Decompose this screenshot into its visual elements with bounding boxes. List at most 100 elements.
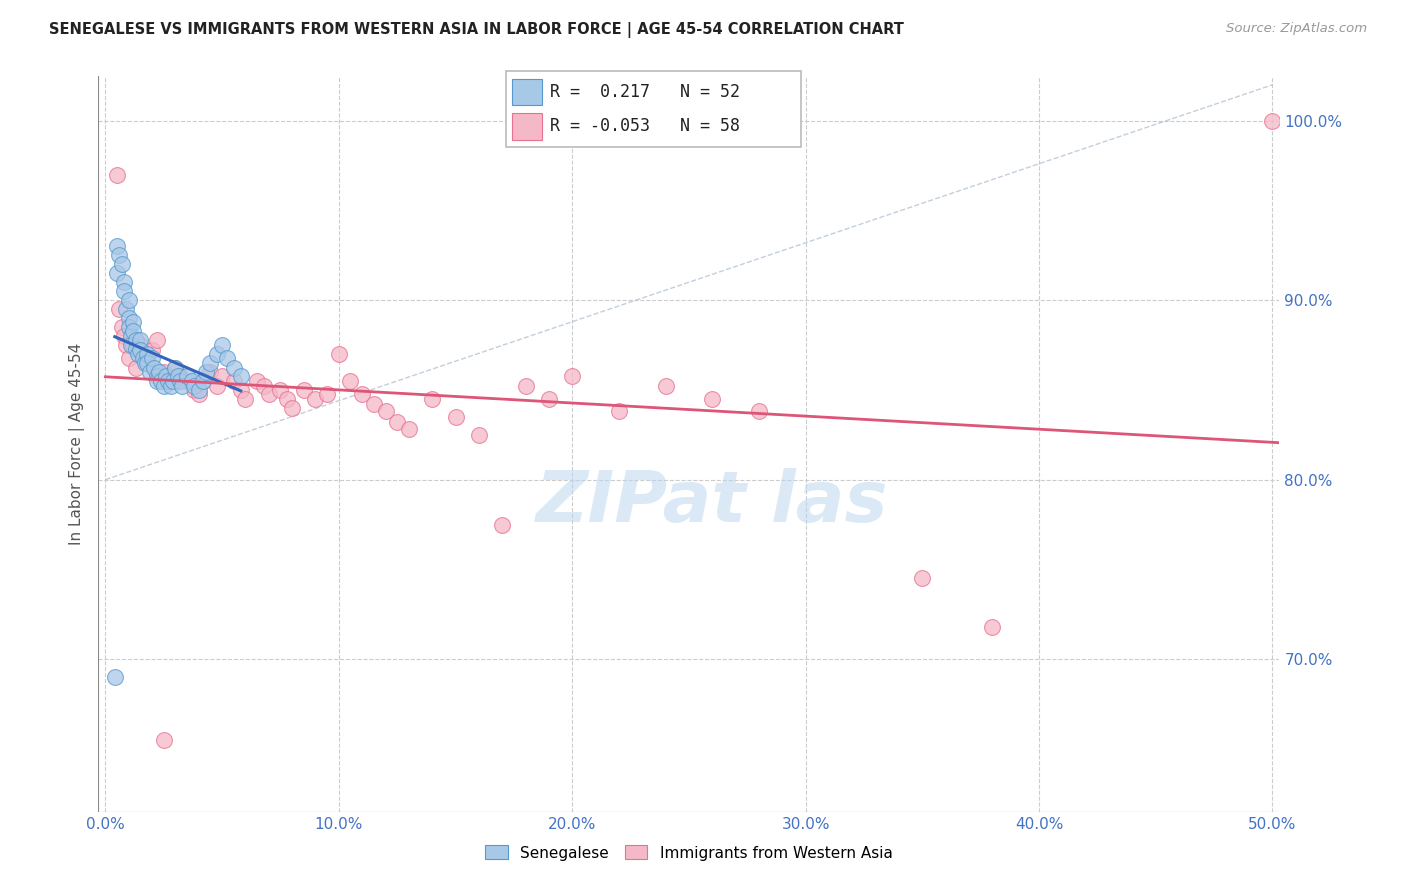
Point xyxy=(193,374,215,388)
Point xyxy=(180,374,202,388)
Point xyxy=(150,374,173,388)
Point xyxy=(143,361,166,376)
Point xyxy=(157,374,180,388)
Point xyxy=(129,343,152,358)
Point xyxy=(134,356,156,370)
Point xyxy=(1261,113,1284,128)
Point xyxy=(127,347,149,361)
Point xyxy=(292,383,315,397)
Point xyxy=(112,275,135,289)
Point xyxy=(132,351,155,365)
Point xyxy=(748,404,770,418)
Point xyxy=(246,374,269,388)
Point xyxy=(339,374,361,388)
Point xyxy=(444,409,467,424)
Point xyxy=(200,365,222,379)
Point xyxy=(146,368,169,383)
Point xyxy=(193,374,215,388)
Point xyxy=(911,571,934,585)
Point xyxy=(176,374,198,388)
Point xyxy=(257,386,280,401)
Point xyxy=(118,311,141,326)
Point xyxy=(111,320,134,334)
Point xyxy=(155,368,177,383)
Point xyxy=(152,379,174,393)
Point xyxy=(120,338,142,352)
Point xyxy=(120,329,142,343)
Point xyxy=(115,338,138,352)
Point xyxy=(141,351,163,365)
Point xyxy=(112,284,135,298)
Point xyxy=(146,374,169,388)
Point xyxy=(235,392,257,406)
Text: Source: ZipAtlas.com: Source: ZipAtlas.com xyxy=(1226,22,1367,36)
Point xyxy=(122,338,145,352)
Point xyxy=(122,324,145,338)
Point xyxy=(136,356,159,370)
Point xyxy=(129,333,152,347)
Point xyxy=(105,266,128,280)
Point xyxy=(702,392,724,406)
Point xyxy=(276,392,298,406)
Bar xyxy=(512,113,541,140)
Point xyxy=(654,379,676,393)
Point xyxy=(111,257,134,271)
Point xyxy=(269,383,291,397)
Point xyxy=(104,670,127,684)
Point xyxy=(152,733,174,747)
Point xyxy=(304,392,326,406)
Point xyxy=(316,386,339,401)
Point xyxy=(491,517,513,532)
Point xyxy=(981,620,1004,634)
Point xyxy=(207,347,229,361)
Point xyxy=(166,368,188,383)
Text: R =  0.217   N = 52: R = 0.217 N = 52 xyxy=(550,83,741,101)
Text: SENEGALESE VS IMMIGRANTS FROM WESTERN ASIA IN LABOR FORCE | AGE 45-54 CORRELATIO: SENEGALESE VS IMMIGRANTS FROM WESTERN AS… xyxy=(49,22,904,38)
Point xyxy=(222,361,245,376)
Point xyxy=(125,361,148,376)
Point xyxy=(105,168,128,182)
Point xyxy=(607,404,630,418)
Point xyxy=(194,365,217,379)
Point xyxy=(136,351,159,365)
Point xyxy=(187,383,209,397)
Point xyxy=(118,351,141,365)
Point xyxy=(207,379,229,393)
Legend: Senegalese, Immigrants from Western Asia: Senegalese, Immigrants from Western Asia xyxy=(479,839,898,867)
Point xyxy=(172,379,194,393)
Point xyxy=(139,365,162,379)
Point xyxy=(229,368,252,383)
Point xyxy=(176,368,198,383)
Point xyxy=(211,338,233,352)
Point xyxy=(200,356,222,370)
Point xyxy=(211,368,233,383)
Point xyxy=(169,374,191,388)
Point xyxy=(561,368,583,383)
Point xyxy=(165,361,187,376)
Point xyxy=(169,368,191,383)
Point xyxy=(183,379,205,393)
Point xyxy=(125,333,148,347)
Point xyxy=(162,374,184,388)
Point xyxy=(328,347,350,361)
Point xyxy=(132,347,155,361)
Text: ZIPat las: ZIPat las xyxy=(536,468,889,537)
Point xyxy=(157,374,180,388)
Point xyxy=(146,333,169,347)
Point xyxy=(229,383,252,397)
Point xyxy=(537,392,560,406)
Point xyxy=(112,329,135,343)
Point xyxy=(159,379,181,393)
Point xyxy=(165,361,187,376)
Text: R = -0.053   N = 58: R = -0.053 N = 58 xyxy=(550,117,741,135)
Point xyxy=(141,343,163,358)
Point xyxy=(105,239,128,253)
Point xyxy=(281,401,304,415)
Point xyxy=(115,302,138,317)
Point xyxy=(108,302,131,317)
Point xyxy=(222,374,245,388)
Point xyxy=(183,383,205,397)
Point xyxy=(152,365,174,379)
Point xyxy=(129,338,152,352)
Point xyxy=(363,397,385,411)
